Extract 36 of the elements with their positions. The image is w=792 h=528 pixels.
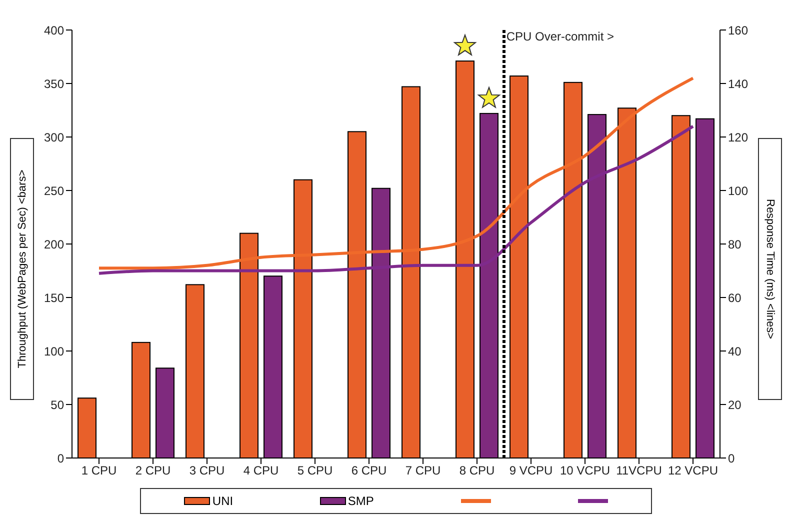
x-tick-label: 3 CPU: [189, 464, 225, 478]
y-tick-label: 100: [44, 344, 64, 358]
y2-tick-label: 40: [728, 344, 742, 358]
y-tick-label: 150: [44, 290, 64, 305]
y2-tick-label: 120: [728, 130, 748, 144]
x-tick-label: 6 CPU: [351, 464, 387, 478]
legend-label: UNI: [212, 494, 234, 508]
y-tick-label: 50: [50, 398, 64, 412]
y-tick-label: 350: [44, 76, 64, 91]
x-tick-label: 12 VCPU: [668, 464, 718, 478]
x-tick-label: 7 CPU: [405, 464, 441, 478]
y-axis-title: Throughput (WebPages per Sec) <bars>: [16, 170, 28, 368]
y2-tick-label: 20: [728, 398, 742, 412]
x-tick-label: 9 VCPU: [509, 464, 553, 478]
x-tick-label: 10 VCPU: [560, 464, 610, 478]
x-tick-label: 11VCPU: [616, 464, 662, 478]
x-tick-label: 1 CPU: [81, 464, 117, 478]
y2-tick-label: 0: [728, 451, 735, 466]
y2-tick-label: 80: [728, 237, 742, 252]
line-series: [98, 124, 694, 275]
legend-label: SMP: [348, 494, 374, 508]
y2-tick-label: 160: [728, 23, 748, 38]
y2-tick-label: 100: [728, 184, 748, 198]
x-tick-label: 2 CPU: [135, 464, 171, 478]
annotation: CPU Over-commit >: [506, 30, 614, 44]
x-tick-label: 5 CPU: [297, 464, 333, 478]
y2-tick-label: 140: [728, 76, 748, 91]
y-tick-label: 250: [44, 184, 64, 198]
x-tick-label: 4 CPU: [243, 464, 279, 478]
y2-tick-label: 60: [728, 290, 742, 305]
y-tick-label: 0: [57, 451, 64, 466]
y2-axis-title: Response Time (ms) <lines>: [764, 199, 776, 339]
x-tick-label: 8 CPU: [459, 464, 495, 478]
y-tick-label: 300: [44, 130, 64, 144]
y-tick-label: 200: [44, 237, 64, 252]
y-tick-label: 400: [44, 23, 64, 38]
